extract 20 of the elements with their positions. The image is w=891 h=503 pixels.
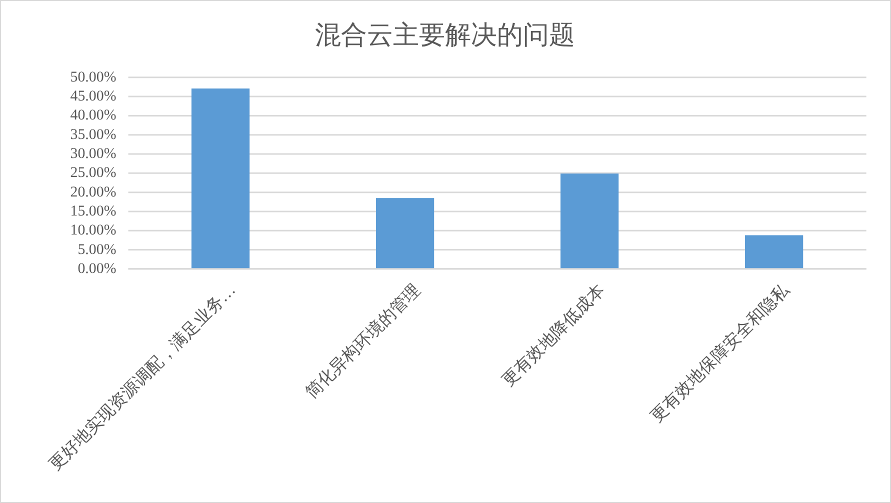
x-tick-label: 简化异构环境的管理 [302,280,424,402]
x-tick-label: 更有效地降低成本 [498,280,608,390]
bar [191,88,250,269]
y-tick-label: 25.00% [70,165,116,182]
y-tick-label: 35.00% [70,126,116,143]
chart-title: 混合云主要解决的问题 [315,20,575,50]
y-tick-label: 30.00% [70,146,116,162]
bar [376,198,434,269]
y-tick-label: 15.00% [70,203,116,220]
x-tick-label: 更有效地保障安全和隐私 [647,279,794,426]
y-tick-label: 10.00% [70,222,116,239]
y-tick-label: 40.00% [70,108,116,124]
y-tick-label: 45.00% [70,88,116,105]
bar [745,235,804,269]
x-tick-label: 更好地实现资源调配，满足业务… [46,280,240,474]
y-tick-label: 50.00% [70,69,116,86]
y-tick-label: 5.00% [78,242,116,258]
y-tick-label: 20.00% [70,184,116,200]
bar [560,174,619,269]
y-tick-label: 0.00% [78,260,116,277]
